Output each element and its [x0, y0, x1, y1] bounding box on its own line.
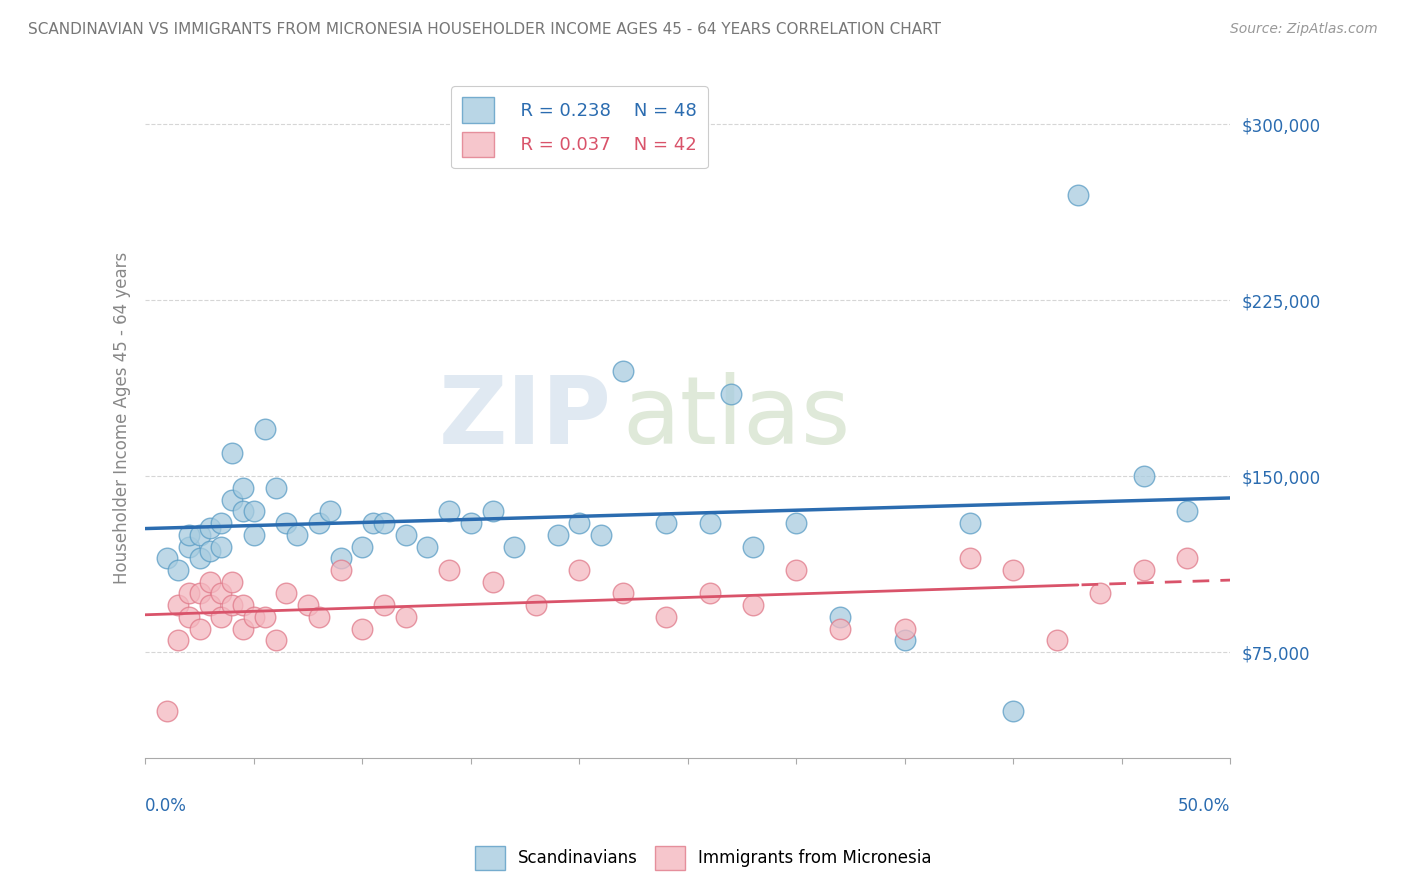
Point: [253, 610, 276, 624]
Point: [959, 551, 981, 566]
Point: [308, 610, 330, 624]
Point: [373, 598, 395, 612]
Text: ZIP: ZIP: [439, 372, 612, 464]
Point: [589, 528, 612, 542]
Point: [959, 516, 981, 530]
Point: [188, 551, 211, 566]
Point: [156, 551, 179, 566]
Point: [481, 574, 503, 589]
Point: [188, 586, 211, 600]
Point: [221, 574, 243, 589]
Point: [1002, 704, 1025, 718]
Text: 50.0%: 50.0%: [1178, 797, 1230, 814]
Point: [209, 540, 232, 554]
Point: [221, 446, 243, 460]
Point: [243, 504, 266, 518]
Point: [221, 492, 243, 507]
Point: [209, 516, 232, 530]
Point: [200, 574, 222, 589]
Point: [276, 516, 298, 530]
Point: [481, 504, 503, 518]
Point: [503, 540, 526, 554]
Point: [395, 528, 418, 542]
Point: [894, 622, 917, 636]
Point: [264, 481, 287, 495]
Legend: Scandinavians, Immigrants from Micronesia: Scandinavians, Immigrants from Micronesi…: [468, 839, 938, 877]
Point: [253, 422, 276, 436]
Point: [655, 610, 678, 624]
Point: [200, 598, 222, 612]
Point: [232, 598, 254, 612]
Point: [308, 516, 330, 530]
Point: [276, 586, 298, 600]
Point: [264, 633, 287, 648]
Point: [373, 516, 395, 530]
Text: 0.0%: 0.0%: [145, 797, 187, 814]
Text: atlas: atlas: [623, 372, 851, 464]
Point: [568, 516, 591, 530]
Point: [167, 563, 190, 577]
Point: [352, 622, 374, 636]
Point: [243, 610, 266, 624]
Point: [547, 528, 569, 542]
Point: [437, 563, 460, 577]
Point: [329, 551, 352, 566]
Point: [1175, 504, 1198, 518]
Y-axis label: Householder Income Ages 45 - 64 years: Householder Income Ages 45 - 64 years: [114, 252, 131, 583]
Point: [894, 633, 917, 648]
Point: [828, 610, 851, 624]
Point: [699, 516, 721, 530]
Point: [1132, 563, 1154, 577]
Point: [1175, 551, 1198, 566]
Legend:   R = 0.238    N = 48,   R = 0.037    N = 42: R = 0.238 N = 48, R = 0.037 N = 42: [451, 87, 707, 169]
Point: [416, 540, 439, 554]
Point: [785, 563, 807, 577]
Point: [177, 586, 200, 600]
Point: [329, 563, 352, 577]
Point: [232, 622, 254, 636]
Point: [167, 633, 190, 648]
Point: [1132, 469, 1154, 483]
Text: Source: ZipAtlas.com: Source: ZipAtlas.com: [1230, 22, 1378, 37]
Text: SCANDINAVIAN VS IMMIGRANTS FROM MICRONESIA HOUSEHOLDER INCOME AGES 45 - 64 YEARS: SCANDINAVIAN VS IMMIGRANTS FROM MICRONES…: [28, 22, 941, 37]
Point: [177, 540, 200, 554]
Point: [352, 540, 374, 554]
Point: [720, 387, 742, 401]
Point: [156, 704, 179, 718]
Point: [460, 516, 482, 530]
Point: [1088, 586, 1111, 600]
Point: [699, 586, 721, 600]
Point: [221, 598, 243, 612]
Point: [612, 586, 634, 600]
Point: [243, 528, 266, 542]
Point: [297, 598, 319, 612]
Point: [612, 364, 634, 378]
Point: [209, 610, 232, 624]
Point: [232, 504, 254, 518]
Point: [232, 481, 254, 495]
Point: [742, 598, 765, 612]
Point: [167, 598, 190, 612]
Point: [655, 516, 678, 530]
Point: [200, 544, 222, 558]
Point: [828, 622, 851, 636]
Point: [361, 516, 384, 530]
Point: [742, 540, 765, 554]
Point: [785, 516, 807, 530]
Point: [209, 586, 232, 600]
Point: [177, 610, 200, 624]
Point: [524, 598, 547, 612]
Point: [177, 528, 200, 542]
Point: [1046, 633, 1069, 648]
Point: [285, 528, 308, 542]
Point: [568, 563, 591, 577]
Point: [188, 622, 211, 636]
Point: [1067, 187, 1090, 202]
Point: [188, 528, 211, 542]
Point: [319, 504, 342, 518]
Point: [437, 504, 460, 518]
Point: [200, 521, 222, 535]
Point: [1002, 563, 1025, 577]
Point: [395, 610, 418, 624]
